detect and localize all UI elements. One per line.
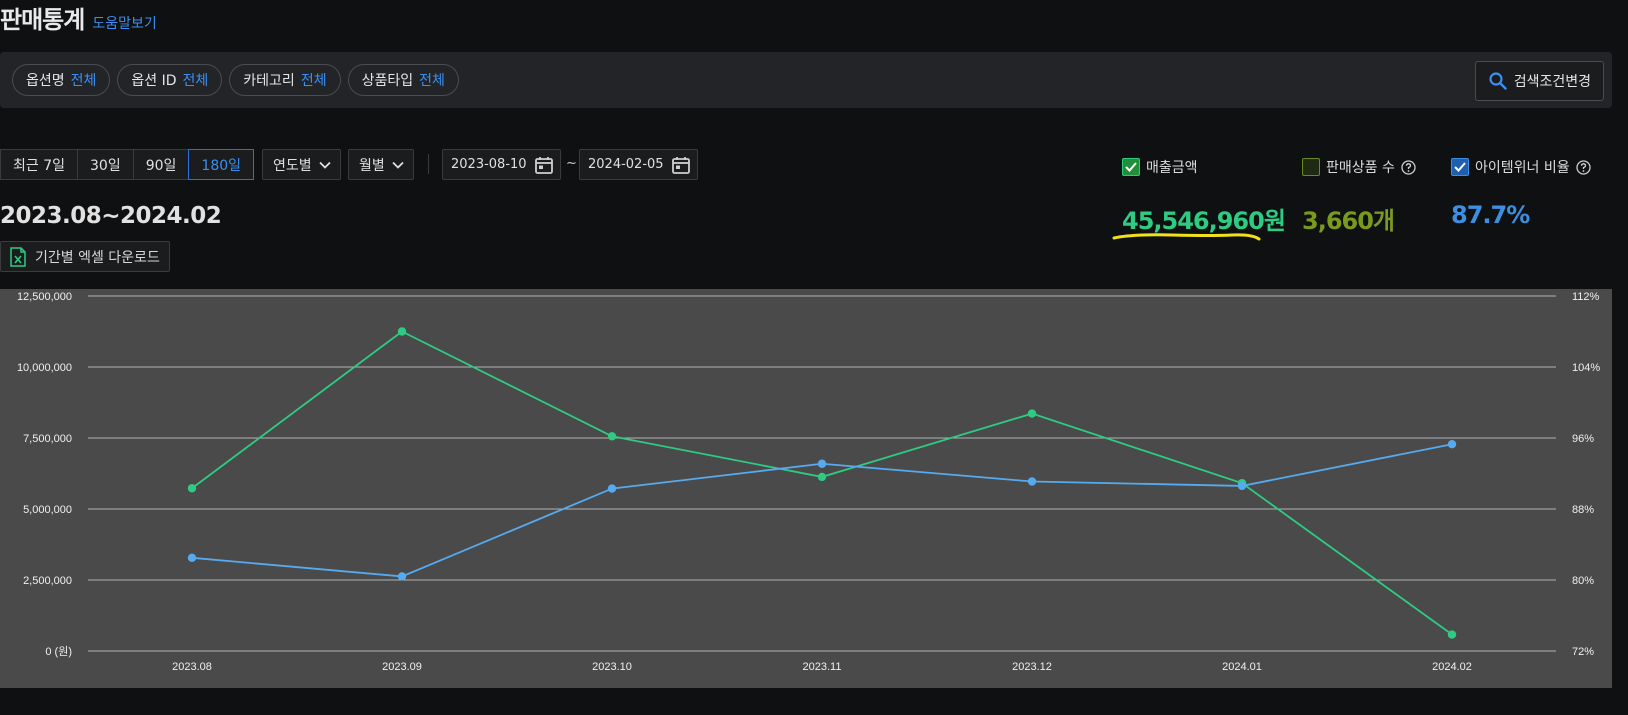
series-line-sales xyxy=(191,330,1453,636)
y-left-tick-label: 2,500,000 xyxy=(23,575,72,587)
filter-chip-product-type[interactable]: 상품타입 전체 xyxy=(347,64,459,96)
start-date-input[interactable]: 2023-08-10 xyxy=(442,149,561,180)
metric-sales-toggle[interactable]: 매출금액 xyxy=(1122,157,1198,177)
y-right-tick-label: 80% xyxy=(1572,575,1594,587)
period-7d-button[interactable]: 최근 7일 xyxy=(0,149,78,180)
period-button-group: 최근 7일 30일 90일 180일 xyxy=(0,149,255,180)
y-right-tick-label: 104% xyxy=(1572,362,1600,374)
help-question-icon[interactable] xyxy=(1575,159,1591,175)
search-change-label: 검색조건변경 xyxy=(1513,74,1591,90)
data-point xyxy=(397,572,407,581)
period-30d-button[interactable]: 30일 xyxy=(77,149,134,180)
search-icon xyxy=(1489,72,1507,90)
chip-value: 전체 xyxy=(419,73,445,89)
period-90d-button[interactable]: 90일 xyxy=(132,149,190,180)
metric-winner-label: 아이템위너 비율 xyxy=(1475,160,1570,176)
help-question-icon[interactable] xyxy=(1401,159,1416,175)
filter-chip-option-id[interactable]: 옵션 ID 전체 xyxy=(117,64,223,96)
chip-label: 옵션명 xyxy=(26,73,65,89)
filter-bar: 옵션명 전체 옵션 ID 전체 카테고리 전체 상품타입 전체 검색조건변경 xyxy=(0,52,1612,108)
search-change-button[interactable]: 검색조건변경 xyxy=(1474,61,1604,101)
data-point xyxy=(1237,481,1247,491)
data-point xyxy=(607,432,617,441)
excel-file-icon xyxy=(10,246,26,267)
x-tick-label: 2024.01 xyxy=(1222,661,1262,673)
metric-winner-toggle[interactable]: 아이템위너 비율 xyxy=(1451,157,1591,177)
x-tick-label: 2023.12 xyxy=(1012,661,1052,673)
data-point xyxy=(397,327,407,336)
chart-svg: 0 (원) 2,500,000 5,000,000 7,500,000 10,000,0… xyxy=(17,291,1600,673)
y-right-tick-label: 96% xyxy=(1572,433,1594,445)
page-title: 판매통계 xyxy=(0,6,85,34)
end-date-value: 2024-02-05 xyxy=(588,157,664,172)
chevron-down-icon xyxy=(392,161,404,169)
filter-chip-option-name[interactable]: 옵션명 전체 xyxy=(12,64,111,96)
y-left-tick-label: 5,000,000 xyxy=(23,504,72,516)
date-separator: ~ xyxy=(566,156,577,171)
x-tick-label: 2023.09 xyxy=(382,661,422,673)
period-180d-button[interactable]: 180일 xyxy=(188,149,255,180)
data-point xyxy=(817,472,827,482)
x-tick-label: 2023.11 xyxy=(803,661,842,673)
month-select[interactable]: 월별 xyxy=(348,149,414,180)
metric-items-value: 3,660개 xyxy=(1302,207,1395,235)
page-header: 판매통계 도움말보기 xyxy=(0,0,157,36)
period-range-heading: 2023.08~2024.02 xyxy=(0,203,222,229)
data-point xyxy=(1447,440,1457,449)
metric-winner-value: 87.7% xyxy=(1451,201,1530,229)
chevron-down-icon xyxy=(319,161,331,169)
y-left-tick-label: 0 (원) xyxy=(45,645,72,658)
data-point xyxy=(187,553,197,563)
check-icon xyxy=(1125,162,1137,172)
year-select-value: 연도별 xyxy=(273,157,312,174)
y-left-tick-label: 12,500,000 xyxy=(17,291,72,303)
y-right-tick-label: 88% xyxy=(1572,504,1594,516)
excel-download-label: 기간별 엑셀 다운로드 xyxy=(35,249,160,266)
chip-label: 상품타입 xyxy=(361,73,414,89)
items-checkbox[interactable] xyxy=(1302,158,1320,176)
data-point xyxy=(817,459,827,468)
y-right-tick-label: 112% xyxy=(1572,291,1600,303)
filter-chip-category[interactable]: 카테고리 전체 xyxy=(229,64,341,96)
divider xyxy=(428,154,429,174)
data-point xyxy=(1027,477,1037,486)
y-left-tick-label: 7,500,000 xyxy=(23,433,72,445)
excel-download-button[interactable]: 기간별 엑셀 다운로드 xyxy=(0,241,170,272)
data-point xyxy=(187,484,197,493)
chip-value: 전체 xyxy=(70,73,97,89)
chip-label: 옵션 ID xyxy=(131,73,177,89)
help-link[interactable]: 도움말보기 xyxy=(92,16,157,32)
y-left-tick-label: 10,000,000 xyxy=(17,362,72,374)
winner-checkbox[interactable] xyxy=(1451,158,1469,176)
metric-items-toggle[interactable]: 판매상품 수 xyxy=(1302,157,1416,177)
end-date-input[interactable]: 2024-02-05 xyxy=(579,149,698,180)
sales-checkbox[interactable] xyxy=(1122,158,1140,176)
start-date-value: 2023-08-10 xyxy=(451,157,527,172)
check-icon xyxy=(1454,162,1466,172)
data-point xyxy=(1447,630,1457,639)
data-point xyxy=(1027,409,1037,418)
y-right-tick-label: 72% xyxy=(1572,646,1594,658)
data-point xyxy=(607,484,617,493)
month-select-value: 월별 xyxy=(359,157,385,174)
x-tick-label: 2024.02 xyxy=(1432,661,1472,673)
chip-value: 전체 xyxy=(300,73,327,89)
metric-sales-label: 매출금액 xyxy=(1146,160,1198,176)
highlight-underline xyxy=(1112,233,1261,241)
x-tick-label: 2023.08 xyxy=(172,661,212,673)
calendar-icon xyxy=(535,156,553,174)
calendar-icon xyxy=(672,156,690,174)
sales-chart: 0 (원) 2,500,000 5,000,000 7,500,000 10,000,0… xyxy=(0,289,1612,688)
chip-value: 전체 xyxy=(182,73,209,89)
x-tick-label: 2023.10 xyxy=(592,661,632,673)
metric-sales-value: 45,546,960원 xyxy=(1122,207,1286,235)
metric-items-label: 판매상품 수 xyxy=(1326,160,1395,176)
chip-label: 카테고리 xyxy=(243,73,295,89)
year-select[interactable]: 연도별 xyxy=(262,149,341,180)
